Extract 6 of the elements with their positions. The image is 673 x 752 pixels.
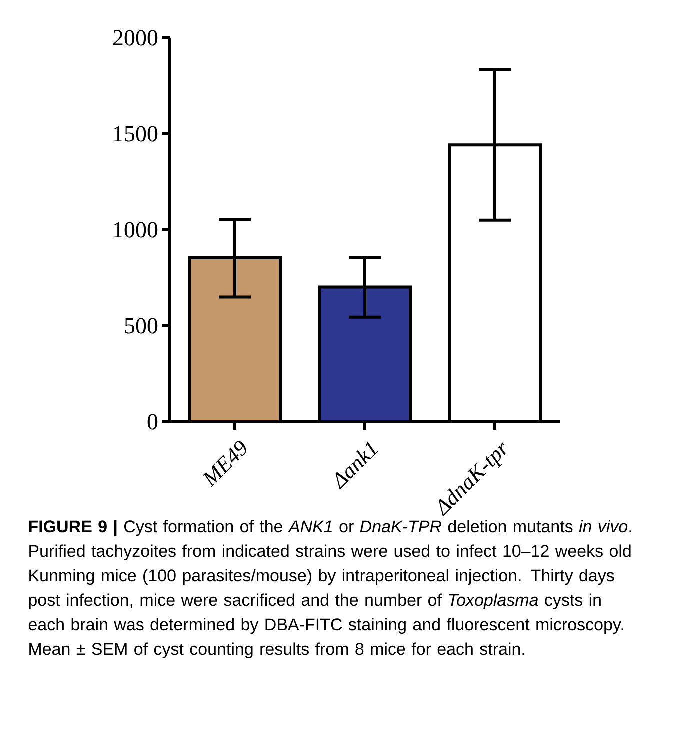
y-tick-label: 500 bbox=[125, 318, 158, 334]
text: FIGURE 9 | Cyst formation of the ANK1 or DnaK-TPR deletion mutants in vivo. Purified tachyzoites from indicated strains were used to infect 10–12 weeks old Kunming mice (100 parasites/mouse) by intraperitoneal injection. Thirty days post infection, mice were sacrificed and the number of Toxoplasma cysts in each brain was determined by DBA-FITC staining and fluorescent microscopy. Mean ± SEM of cyst counting results from 8 mice for each strain. bbox=[28, 520, 632, 659]
y-tick-label: 1000 bbox=[114, 222, 158, 238]
y-tick-label: 1500 bbox=[114, 126, 158, 142]
y-tick-label: 0 bbox=[148, 414, 158, 430]
y-tick-label: 2000 bbox=[113, 30, 158, 46]
